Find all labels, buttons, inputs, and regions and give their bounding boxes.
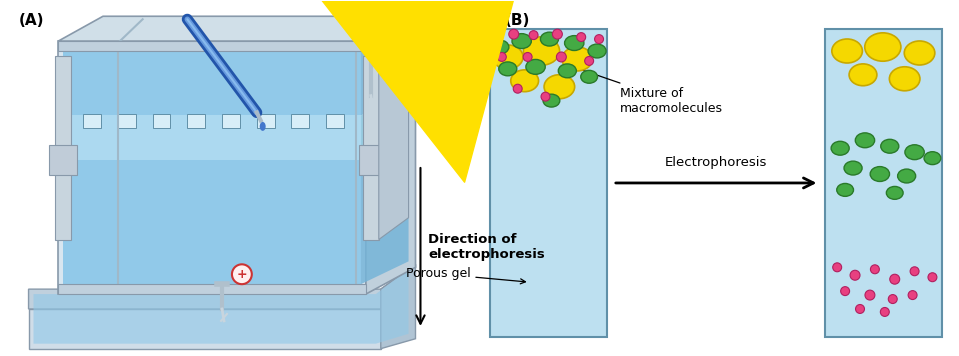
Polygon shape (152, 114, 171, 129)
Text: −: − (390, 56, 402, 70)
Polygon shape (118, 114, 136, 129)
Bar (490, 29, 607, 337)
Ellipse shape (886, 187, 903, 199)
Ellipse shape (870, 167, 890, 182)
Text: Direction of
electrophoresis: Direction of electrophoresis (429, 234, 545, 261)
Ellipse shape (588, 44, 606, 58)
Ellipse shape (260, 122, 266, 131)
Polygon shape (56, 56, 71, 240)
Polygon shape (58, 41, 366, 294)
Polygon shape (83, 114, 101, 129)
Polygon shape (58, 284, 366, 294)
Ellipse shape (512, 33, 531, 48)
Ellipse shape (831, 39, 862, 63)
Ellipse shape (544, 75, 574, 99)
Circle shape (386, 53, 406, 73)
Polygon shape (58, 16, 415, 41)
Ellipse shape (543, 94, 560, 107)
Ellipse shape (491, 40, 509, 54)
Ellipse shape (493, 45, 523, 69)
Text: Porous gel: Porous gel (406, 267, 526, 284)
Text: Mixture of
macromolecules: Mixture of macromolecules (569, 64, 723, 115)
Ellipse shape (924, 152, 941, 164)
Circle shape (524, 52, 532, 62)
Polygon shape (63, 115, 361, 160)
Bar (826, 29, 943, 337)
Ellipse shape (889, 67, 920, 91)
Polygon shape (187, 114, 205, 129)
Polygon shape (34, 269, 409, 344)
FancyArrowPatch shape (235, 0, 561, 182)
Ellipse shape (855, 133, 875, 148)
Circle shape (880, 308, 889, 316)
Polygon shape (366, 16, 415, 51)
Circle shape (908, 290, 917, 299)
Polygon shape (58, 41, 366, 51)
Polygon shape (361, 136, 409, 284)
Circle shape (576, 33, 586, 42)
Ellipse shape (904, 41, 935, 65)
Circle shape (509, 29, 519, 39)
Circle shape (888, 294, 898, 304)
Ellipse shape (562, 47, 593, 71)
Circle shape (595, 35, 603, 43)
Polygon shape (257, 114, 274, 129)
Polygon shape (366, 16, 415, 294)
Ellipse shape (849, 64, 877, 86)
Circle shape (841, 287, 850, 295)
Circle shape (556, 52, 567, 62)
Ellipse shape (831, 141, 849, 155)
Polygon shape (381, 264, 415, 349)
Polygon shape (379, 33, 409, 240)
Polygon shape (222, 114, 240, 129)
Circle shape (529, 31, 538, 40)
Circle shape (871, 265, 879, 274)
Ellipse shape (541, 32, 558, 46)
Polygon shape (326, 114, 344, 129)
Ellipse shape (837, 183, 854, 197)
Circle shape (855, 304, 864, 313)
Circle shape (910, 267, 919, 276)
Text: (A): (A) (18, 13, 44, 28)
Circle shape (552, 29, 562, 39)
Circle shape (232, 264, 252, 284)
Ellipse shape (844, 161, 862, 175)
Ellipse shape (499, 62, 517, 76)
Circle shape (493, 35, 503, 43)
Polygon shape (363, 56, 379, 240)
Polygon shape (29, 309, 381, 349)
Ellipse shape (558, 64, 576, 78)
Circle shape (541, 92, 550, 101)
Ellipse shape (880, 139, 899, 153)
Polygon shape (292, 114, 310, 129)
Circle shape (850, 270, 860, 280)
Circle shape (865, 290, 875, 300)
Polygon shape (49, 145, 77, 175)
Text: Electrophoresis: Electrophoresis (665, 156, 767, 169)
Ellipse shape (524, 37, 559, 65)
Ellipse shape (526, 59, 546, 74)
Polygon shape (63, 46, 361, 115)
Circle shape (498, 52, 506, 62)
Text: +: + (237, 268, 247, 281)
Ellipse shape (581, 70, 597, 83)
Circle shape (890, 274, 900, 284)
Polygon shape (63, 160, 361, 284)
Ellipse shape (865, 33, 901, 61)
Ellipse shape (565, 36, 584, 51)
Circle shape (832, 263, 842, 272)
Polygon shape (29, 264, 415, 309)
Polygon shape (359, 145, 386, 175)
Text: (B): (B) (504, 13, 530, 28)
Circle shape (928, 273, 937, 282)
Ellipse shape (511, 70, 539, 92)
Polygon shape (361, 23, 409, 115)
Ellipse shape (898, 169, 916, 183)
Circle shape (585, 57, 594, 66)
Polygon shape (361, 93, 409, 160)
Ellipse shape (905, 145, 924, 159)
Circle shape (513, 84, 522, 93)
